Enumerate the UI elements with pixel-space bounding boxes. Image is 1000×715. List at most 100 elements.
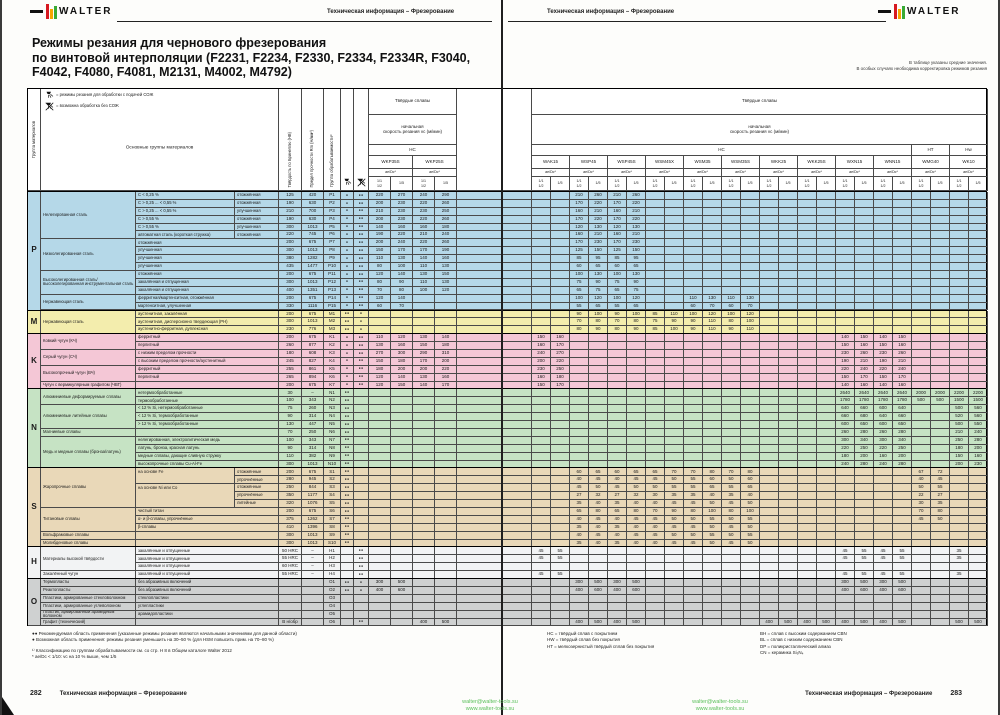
coolant-dots: ●●: [341, 397, 354, 406]
vc-value-WMG40: [931, 357, 950, 366]
vc-value-WSM35S: [741, 586, 760, 595]
vc-value-WSM45X: [665, 555, 684, 564]
abbrev-line: DP = поликристаллический алмаз: [760, 643, 831, 649]
website-link[interactable]: www.walter-tools.su: [465, 706, 515, 712]
table-row: закалённые и отпущенные 60 HRC – H3 ●●: [136, 563, 988, 572]
vc-value-WMG40: [912, 444, 931, 453]
website-link[interactable]: www.walter-tools.su: [695, 706, 745, 712]
hb-value: 255: [279, 365, 302, 374]
vc-value-WNN15: [874, 231, 893, 240]
legend-text: = режимы резания для обработки с подачей…: [56, 92, 154, 98]
vc-value-WMG40: 45: [912, 515, 931, 524]
vc-value-WNN15: [874, 318, 893, 327]
title-line: F4042, F4080, F4081, M2131, M4002, M4792…: [32, 65, 292, 79]
vc-value-WK10: [969, 263, 988, 271]
hb-value: 125: [279, 192, 302, 200]
vc-value-WKK25: [760, 247, 779, 256]
vc-value-WSP45: [570, 357, 589, 366]
vc-value-WSP45: 60: [570, 263, 589, 271]
material-desc: на основе Ni или Co: [136, 484, 235, 493]
page-gap-cell: [457, 618, 532, 627]
vc-value-WXN15: [836, 523, 855, 532]
vc-value-WSM35S: [741, 247, 760, 256]
vc-value-WNN15: [874, 610, 893, 619]
col-header-mach-group: Группа обрабатываемости¹⁾: [324, 89, 341, 191]
email-link[interactable]: walter@walter-tools.su: [462, 699, 518, 705]
material-name: Нелегированная сталь: [41, 192, 136, 240]
hb-value: 100: [279, 436, 302, 445]
col-header-dry-icon: [354, 89, 369, 191]
vc-value-WSP45: [589, 602, 608, 611]
hb-value: 350: [279, 492, 302, 501]
vc-value-WSM35: [684, 610, 703, 619]
vc-value-WSP45: 90: [589, 278, 608, 287]
page-title: Режимы резания для чернового фрезеровани…: [32, 36, 470, 80]
page-gap-cell: [457, 492, 532, 501]
vc-value-WKK25: [779, 413, 798, 422]
vc-value-WSP45: 80: [589, 318, 608, 327]
vc-value-WXN15: 55: [855, 555, 874, 564]
vc-value-WMG40: [931, 223, 950, 232]
vc-value-WSP45S: 65: [627, 468, 646, 477]
material-desc: закалённые и отпущенные: [136, 563, 279, 572]
vc-value-WSP45S: 160: [608, 231, 627, 240]
vc-value-WSM35S: [722, 579, 741, 587]
coolant-dots: ●●: [341, 405, 354, 414]
coolant-dots: ●: [341, 342, 354, 350]
vc-value-WSP45: [570, 610, 589, 619]
fraction-a: 1/1 1/2: [608, 177, 627, 191]
vc-value-WKK25S: [817, 547, 836, 556]
block-rows: нелегированная, электролитическая медь 10…: [136, 436, 988, 469]
table-row: C > 0,55 % отожжённая 190 630 P4 ● ●● 200 230 220…: [136, 215, 988, 224]
rm-value: 675: [302, 468, 324, 477]
vc-value-WKP25S: [435, 547, 457, 556]
vc-value-WSM45X: [665, 405, 684, 414]
vc-value-WSM45X: [665, 199, 684, 208]
vc-value-WSP45: 80: [589, 507, 608, 516]
vc-value-WSM35: [703, 231, 722, 240]
vc-value-WK10: [969, 610, 988, 619]
vc-value-WKP35S: [369, 602, 391, 611]
vc-value-WKK25: [760, 500, 779, 508]
vc-value-WMG40: [931, 618, 950, 627]
material-desc: нетермообработанные: [136, 389, 279, 398]
rm-value: 314: [302, 444, 324, 453]
vc-value-WAK15: [532, 223, 551, 232]
vc-value-WKP25S: [413, 500, 435, 508]
mach-group-code: H3: [324, 563, 341, 572]
apdc-header: ae/Dc*: [874, 169, 912, 177]
vc-value-WSM45X: [646, 239, 665, 248]
vc-value-WSM45X: [646, 602, 665, 611]
rm-value: 630: [302, 215, 324, 224]
table-row: В н/обр O6 ●● 400 500 400 500 400 500 400 500 400 50…: [136, 618, 988, 627]
page-gap-cell: [457, 365, 532, 374]
vc-value-WNN15: 640: [874, 413, 893, 422]
vc-value-WKP25S: 200: [413, 365, 435, 374]
mach-group-code: S4: [324, 492, 341, 501]
material-state: отожжённая: [235, 199, 279, 208]
hb-value: 300: [279, 318, 302, 327]
vc-value-WK10: [950, 294, 969, 303]
vc-value-WSP45: 160: [570, 231, 589, 240]
table-row: C < 0,25 % отожжённая 125 420 P1 ● ●● 220 270 240…: [136, 192, 988, 200]
fraction-a: 1/1 1/2: [570, 177, 589, 191]
vc-value-WSM35S: [722, 247, 741, 256]
vc-value-WMG40: [931, 586, 950, 595]
vc-value-WSM35S: [722, 586, 741, 595]
vc-value-WSM35S: 80: [741, 468, 760, 477]
vc-value-WXN15: 300: [836, 579, 855, 587]
logo-bars-icon: [894, 4, 905, 19]
email-link[interactable]: walter@walter-tools.su: [692, 699, 748, 705]
vc-value-WSM35: 50: [684, 531, 703, 540]
alloy-type-Hw: Hw: [950, 145, 988, 156]
vc-value-WKK25S: [798, 349, 817, 358]
vc-value-WKK25: [779, 531, 798, 540]
vc-value-WMG40: [912, 563, 931, 572]
vc-value-WSM35S: [741, 618, 760, 627]
vc-value-WMG40: [912, 310, 931, 319]
vc-value-WSP45: [570, 452, 589, 461]
vc-value-WAK15: 230: [532, 365, 551, 374]
material-desc: аустенитная, дисперсионно твердеющая (PH…: [136, 318, 279, 327]
vc-value-WSM45X: [646, 618, 665, 627]
vc-value-WSM45X: [665, 389, 684, 398]
